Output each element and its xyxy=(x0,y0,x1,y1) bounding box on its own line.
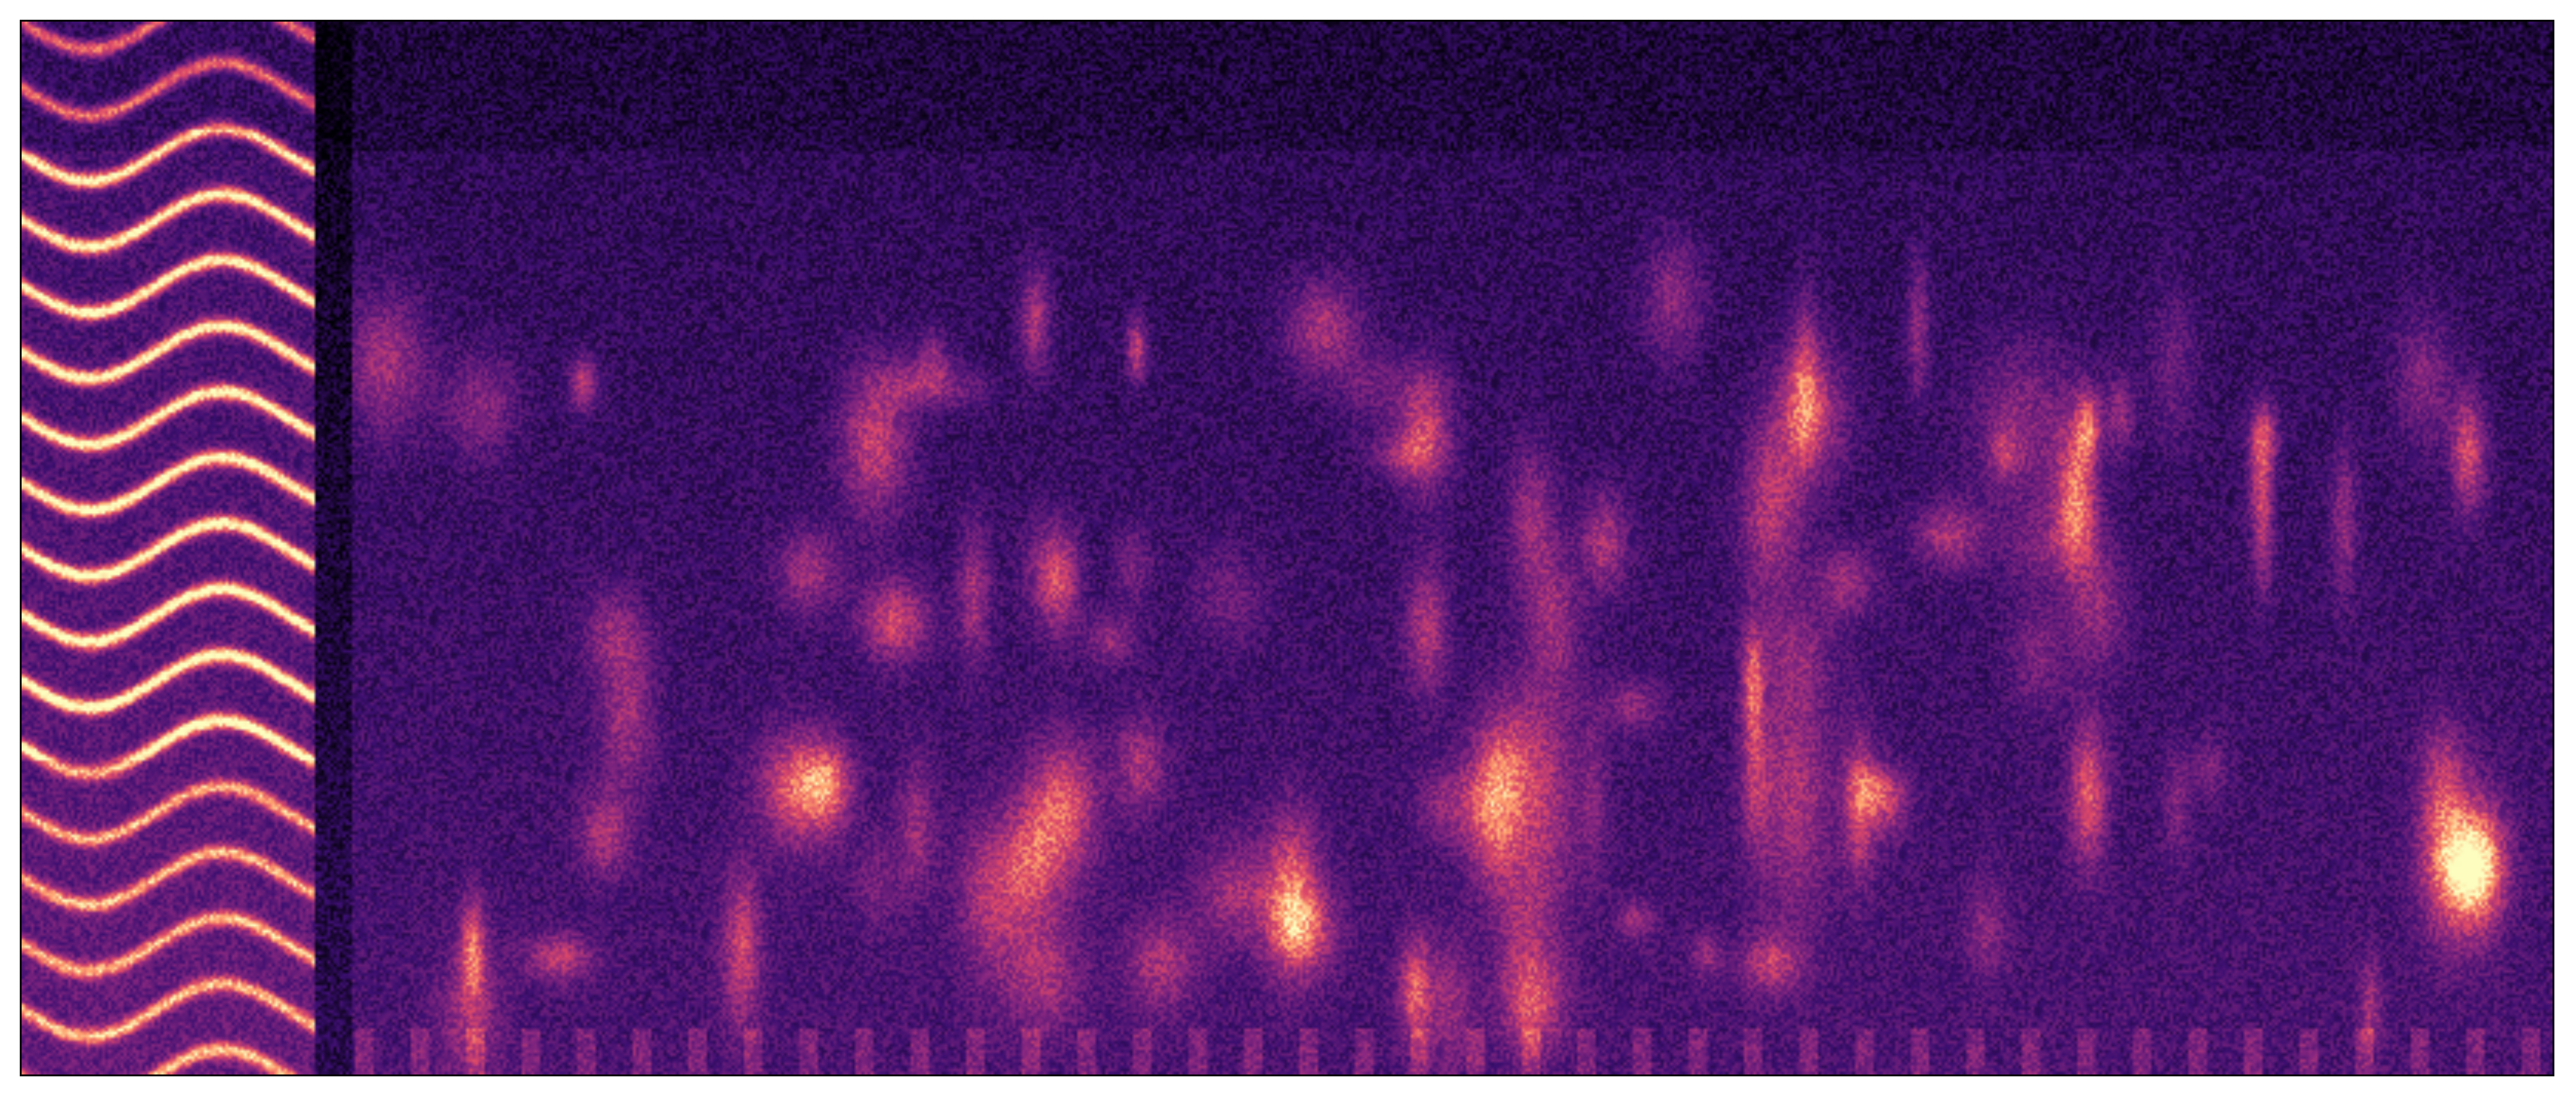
spectrogram-heatmap xyxy=(22,22,2553,1074)
spectrogram-plot xyxy=(20,20,2554,1076)
